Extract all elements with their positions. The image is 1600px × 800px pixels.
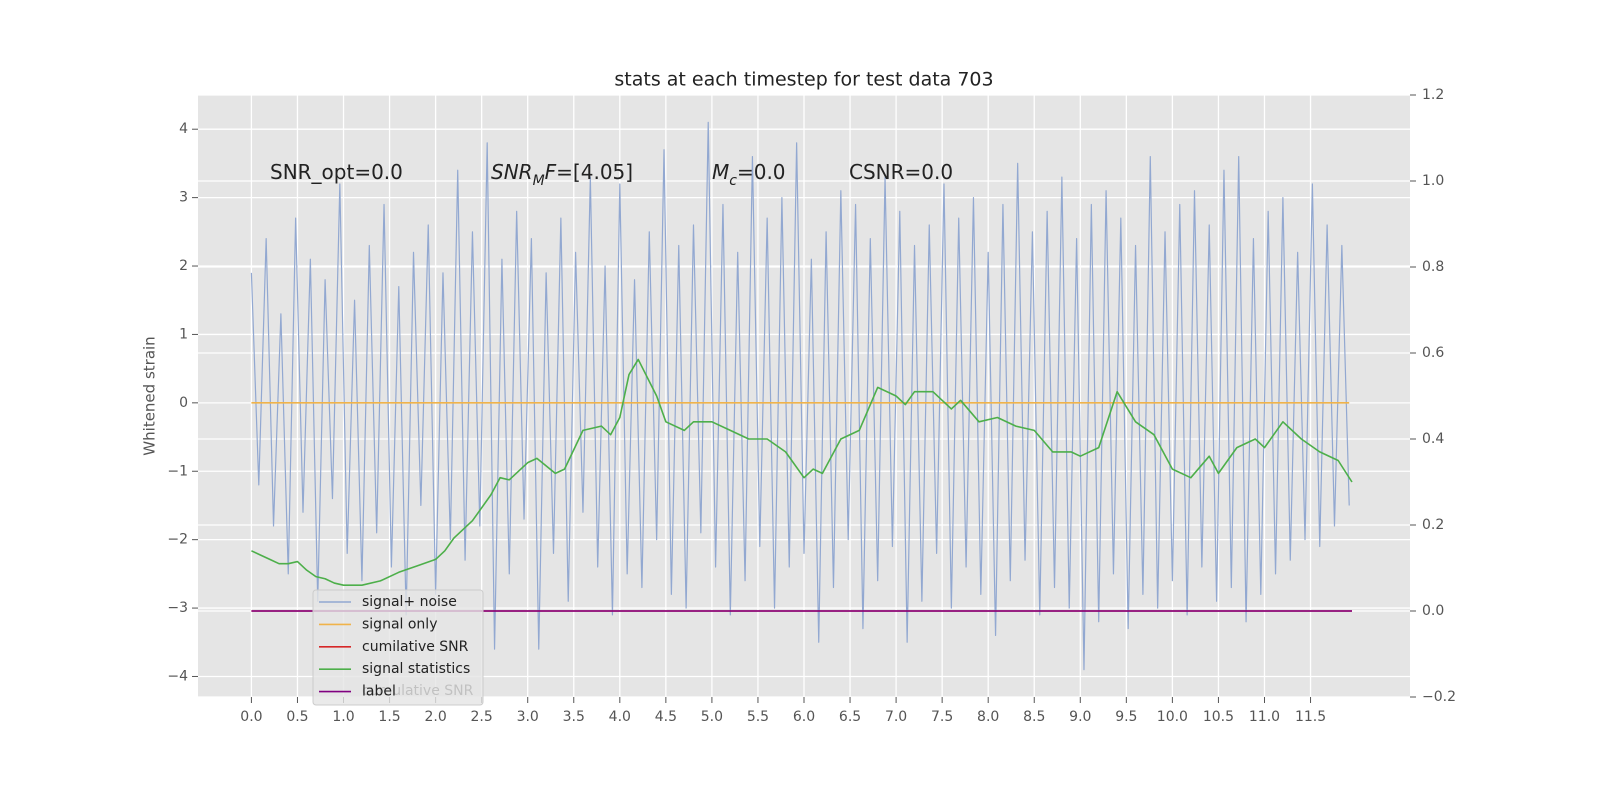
- x-tick-label: 9.5: [1115, 709, 1137, 725]
- x-tick-label: 5.5: [747, 709, 769, 725]
- series-line: [251, 358, 1353, 587]
- annotation: Mc=0.0: [712, 160, 786, 190]
- y2-tick-label: 0.6: [1422, 345, 1444, 361]
- y-tick-label: −3: [167, 600, 188, 616]
- x-tick-label: 10.0: [1157, 709, 1188, 725]
- y-tick-label: −4: [167, 668, 188, 684]
- y-tick-label: 3: [179, 190, 188, 206]
- annotation-part: M: [533, 173, 545, 189]
- x-tick-label: 4.0: [609, 709, 631, 725]
- x-tick-label: 8.0: [977, 709, 999, 725]
- x-tick-label: 3.5: [563, 709, 585, 725]
- x-tick-label: 6.0: [793, 709, 815, 725]
- x-tick-label: 11.0: [1249, 709, 1280, 725]
- y2-tick-label: 0.0: [1422, 603, 1444, 619]
- x-tick-label: 7.5: [931, 709, 953, 725]
- annotation: SNRMF=[4.05]: [491, 160, 633, 190]
- y-tick-label: 4: [179, 121, 188, 137]
- legend-label: signal statistics: [362, 661, 470, 677]
- x-tick-label: 1.0: [332, 709, 354, 725]
- y-tick-label: −1: [167, 463, 188, 479]
- y-tick-label: 2: [179, 258, 188, 274]
- annotation-part: =0.0: [737, 160, 786, 184]
- x-tick-label: 4.5: [655, 709, 677, 725]
- annotation-part: SNR: [491, 160, 533, 184]
- y-tick-label: 1: [179, 326, 188, 342]
- annotation-part: =[4.05]: [556, 160, 633, 184]
- legend-label: cumilative SNR: [362, 639, 469, 655]
- legend-label: signal+ noise: [362, 594, 457, 610]
- annotation-part: c: [729, 173, 737, 189]
- x-tick-label: 0.0: [240, 709, 262, 725]
- annotation-part: F: [545, 160, 557, 184]
- y-axis-label: Whitened strain: [141, 336, 159, 455]
- legend-label: signal only: [362, 616, 437, 632]
- y2-tick-label: −0.2: [1422, 689, 1456, 705]
- annotation-part: CSNR=0.0: [849, 160, 953, 184]
- legend-label: label: [362, 684, 396, 700]
- x-tick-label: 3.0: [517, 709, 539, 725]
- x-tick-label: 6.5: [839, 709, 861, 725]
- x-tick-label: 1.5: [378, 709, 400, 725]
- y-tick-label: −2: [167, 532, 188, 548]
- x-tick-label: 7.0: [885, 709, 907, 725]
- x-tick-label: 0.5: [286, 709, 308, 725]
- annotation-part: SNR_opt=0.0: [270, 160, 403, 184]
- y2-tick-label: 0.8: [1422, 259, 1444, 275]
- x-tick-label: 9.0: [1069, 709, 1091, 725]
- x-tick-label: 5.0: [701, 709, 723, 725]
- y-tick-label: 0: [179, 395, 188, 411]
- annotation: SNR_opt=0.0: [270, 160, 403, 184]
- y2-tick-label: 1.0: [1422, 173, 1444, 189]
- y2-tick-label: 1.2: [1422, 87, 1444, 103]
- chart-title: stats at each timestep for test data 703: [614, 69, 993, 91]
- x-tick-label: 2.0: [424, 709, 446, 725]
- x-tick-label: 2.5: [471, 709, 493, 725]
- y2-tick-label: 0.4: [1422, 431, 1444, 447]
- annotation-part: M: [712, 160, 729, 184]
- x-tick-label: 10.5: [1203, 709, 1234, 725]
- x-tick-label: 8.5: [1023, 709, 1045, 725]
- y2-tick-label: 0.2: [1422, 517, 1444, 533]
- legend-box: [312, 589, 484, 706]
- series-line: [250, 121, 1350, 671]
- annotation: CSNR=0.0: [849, 160, 953, 184]
- x-tick-label: 11.5: [1295, 709, 1326, 725]
